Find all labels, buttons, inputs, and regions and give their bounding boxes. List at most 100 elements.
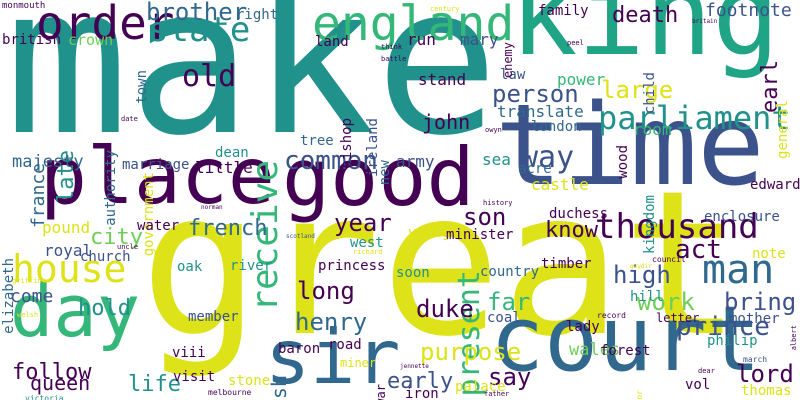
word-river: river [230, 258, 273, 274]
word-great: great [140, 148, 743, 381]
word-dean: dean [215, 145, 249, 161]
word-west: west [350, 235, 384, 251]
word-enclosure: enclosure [704, 209, 780, 225]
word-right: right [236, 7, 279, 23]
word-church: church [80, 249, 131, 265]
word-crown: crown [68, 31, 114, 49]
word-prince: prince [676, 312, 770, 342]
word-century: century [430, 5, 460, 13]
word-act: act [675, 235, 722, 265]
word-life: life [128, 372, 181, 397]
word-man: man [702, 247, 775, 293]
word-baron: baron [278, 341, 321, 357]
word-thousand: thousand [595, 207, 759, 247]
word-english: english [267, 375, 291, 400]
word-lord: lord [736, 360, 794, 388]
word-land: land [315, 34, 349, 50]
word-palace: palace [455, 379, 506, 395]
word-marriage: marriage [122, 157, 190, 173]
word-think: think [381, 43, 403, 51]
word-father: father [484, 390, 510, 398]
word-stand: stand [418, 70, 467, 89]
word-forest: forest [600, 343, 651, 359]
word-hill: hill [630, 289, 664, 305]
word-footnote: footnote [705, 0, 792, 21]
word-soon: soon [396, 265, 430, 281]
word-old: old [182, 59, 237, 94]
word-war: war [374, 384, 388, 400]
word-room: room [633, 120, 672, 139]
word-viii: viii [172, 345, 206, 361]
word-date: date [121, 115, 138, 123]
word-little: little [195, 158, 253, 177]
word-general: general [775, 100, 791, 160]
word-law: law [500, 67, 526, 83]
word-work: work [637, 288, 695, 316]
word-long: long [297, 277, 355, 305]
word-note: note [752, 246, 786, 262]
word-order: order [36, 0, 175, 50]
word-follow: follow [12, 360, 92, 385]
word-griffin: griffin [12, 277, 42, 285]
word-edward: edward [750, 177, 800, 193]
word-henry: henry [295, 308, 368, 336]
word-sea: sea [482, 150, 511, 169]
word-translate: translate [497, 102, 584, 121]
word-large: large [601, 76, 674, 104]
word-good: good [282, 131, 475, 224]
word-lady: lady [566, 319, 600, 335]
word-parliament: parliament [598, 99, 791, 137]
word-london: london [531, 119, 582, 135]
word-country: country [480, 264, 540, 280]
word-acre: acre [518, 161, 552, 177]
word-far: far [487, 288, 531, 316]
word-power: power [557, 70, 606, 89]
word-record: record [597, 311, 626, 320]
word-family: family [538, 3, 589, 19]
word-water: water [137, 218, 180, 234]
word-mary: mary [460, 30, 499, 49]
word-history: history [483, 199, 513, 207]
word-high: high [613, 261, 671, 289]
word-city: city [90, 225, 143, 250]
word-albert: albert [790, 325, 798, 351]
word-richard: richard [353, 248, 383, 256]
word-scotland: scotland [286, 233, 315, 240]
word-tree: tree [300, 133, 334, 149]
word-army: army [396, 152, 435, 171]
word-minister: minister [446, 227, 514, 243]
word-letter: letter [656, 311, 700, 325]
word-new: new [377, 160, 393, 186]
word-vol: vol [685, 377, 711, 393]
word-princess: princess [318, 258, 386, 274]
word-child: child [642, 72, 658, 115]
word-monmouth: monmouth [2, 1, 46, 11]
word-john: john [422, 110, 471, 134]
word-dear: dear [698, 367, 715, 375]
word-norman: norman [201, 204, 223, 211]
word-thomas: thomas [741, 383, 792, 399]
word-town: town [134, 70, 150, 104]
word-member: member [188, 309, 239, 325]
word-house: house [12, 247, 127, 291]
word-know: know [545, 218, 598, 243]
word-queen: queen [30, 371, 91, 395]
word-visit: visit [173, 369, 216, 385]
word-british: british [2, 32, 62, 48]
word-peel: peel [567, 39, 584, 47]
word-bring: bring [724, 288, 797, 316]
word-young: young [408, 225, 451, 241]
word-wood: wood [615, 145, 631, 179]
word-king: king [510, 0, 780, 81]
word-majesty: majesty [12, 152, 84, 172]
word-victoria: victoria [25, 394, 64, 400]
word-death: death [612, 3, 679, 28]
word-year: year [334, 209, 392, 237]
word-road: road [328, 337, 362, 353]
word-royal: royal [44, 241, 93, 260]
word-hold: hold [78, 296, 131, 321]
word-purpose: purpose [420, 338, 522, 366]
word-windsor: windsor [635, 390, 644, 400]
word-common: common [284, 146, 378, 176]
